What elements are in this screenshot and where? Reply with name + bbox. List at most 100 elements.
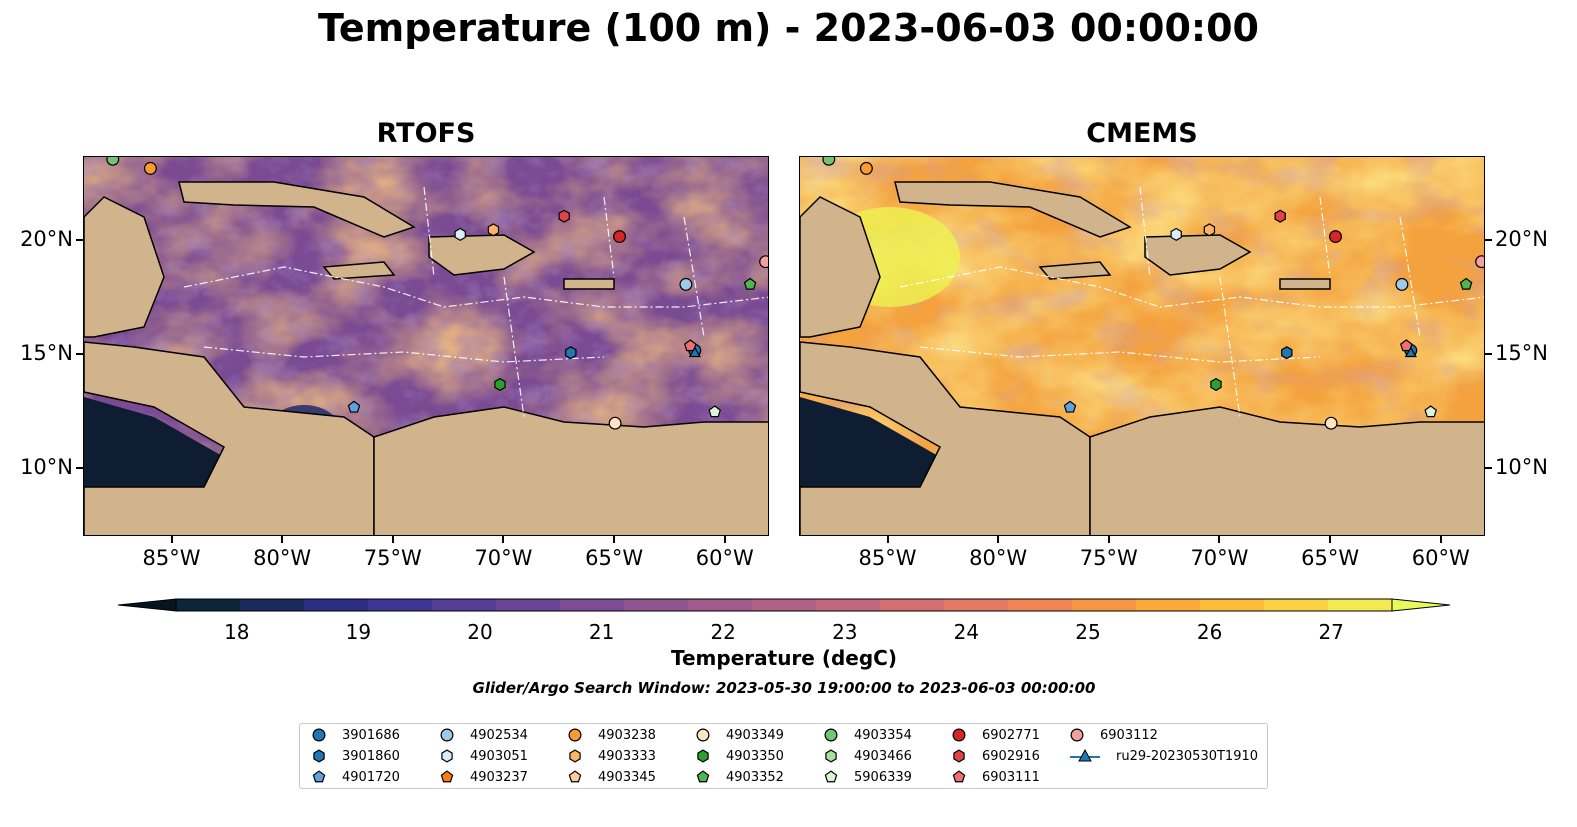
lat-tick-mark [76, 352, 83, 355]
map-cmems-svg [800, 157, 1484, 535]
legend-marker-icon [952, 728, 966, 742]
legend-marker-icon [696, 770, 710, 783]
float-marker-6902916 [1274, 209, 1286, 223]
legend-item-4903333: 4903333 [568, 746, 656, 766]
legend-item-4903345: 4903345 [568, 767, 656, 787]
legend-label: 6903112 [1100, 727, 1158, 743]
float-marker-6902916 [558, 209, 570, 223]
lon-tick-mark [1439, 536, 1442, 543]
legend-label: 6902771 [982, 727, 1040, 743]
legend-marker-icon [440, 728, 454, 742]
legend-item-3901686: 3901686 [312, 725, 400, 745]
legend-marker-icon [953, 749, 965, 763]
lon-tick-label-rtofs: 70°W [474, 546, 533, 570]
lat-tick-label-rtofs: 15°N [20, 340, 73, 365]
lon-tick-mark [170, 536, 173, 543]
legend-marker-icon [697, 749, 709, 763]
colorbar-segment [560, 599, 625, 611]
legend-item-4903354: 4903354 [824, 725, 912, 745]
legend-item-6902916: 6902916 [952, 746, 1040, 766]
legend-marker-icon [568, 728, 582, 742]
float-marker-6902771 [613, 230, 626, 244]
legend-item-4903349: 4903349 [696, 725, 784, 745]
float-marker-4903349 [1324, 416, 1338, 430]
float-marker-6902771 [1329, 230, 1342, 244]
lat-tick-label-rtofs: 10°N [20, 454, 73, 479]
lat-tick-label-cmems: 15°N [1495, 340, 1548, 365]
lon-tick-mark [502, 536, 505, 543]
legend-item-3901860: 3901860 [312, 746, 400, 766]
float-marker-6903111 [684, 339, 697, 352]
legend-item-4903466: 4903466 [824, 746, 912, 766]
map-cmems[interactable] [799, 156, 1485, 536]
legend-label: 4903466 [854, 748, 912, 764]
legend-marker-icon [441, 749, 453, 763]
colorbar-segment [432, 599, 497, 611]
colorbar-extend-low [118, 598, 177, 612]
colorbar-segment [624, 599, 689, 611]
legend-item-4903237: 4903237 [440, 767, 528, 787]
legend-marker-icon [313, 749, 325, 763]
float-marker-4903051 [454, 227, 466, 241]
legend-label: 4903051 [470, 748, 528, 764]
lon-tick-label-cmems: 65°W [1301, 546, 1360, 570]
float-marker-4903352 [743, 277, 757, 290]
colorbar-segment [368, 599, 433, 611]
float-marker-6903112 [1475, 255, 1484, 269]
float-marker-4901720 [1063, 400, 1077, 413]
lat-tick-label-cmems: 20°N [1495, 227, 1548, 252]
legend-label: 4903333 [598, 748, 656, 764]
float-marker-4903354 [822, 157, 836, 166]
legend-label: 4901720 [342, 769, 400, 785]
map-rtofs-svg [84, 157, 768, 535]
float-marker-3901860 [565, 346, 577, 360]
lon-tick-label-cmems: 60°W [1411, 546, 1470, 570]
lon-tick-label-cmems: 75°W [1079, 546, 1138, 570]
figure-title: Temperature (100 m) - 2023-06-03 00:00:0… [317, 6, 1259, 50]
legend-label: 4903237 [470, 769, 528, 785]
float-marker-4901720 [347, 400, 361, 413]
lon-tick-mark [1218, 536, 1221, 543]
lon-tick-label-rtofs: 85°W [142, 546, 201, 570]
legend-item-6902771: 6902771 [952, 725, 1040, 745]
lat-tick-label-cmems: 10°N [1495, 454, 1548, 479]
legend-label: 3901686 [342, 727, 400, 743]
lon-tick-mark [1107, 536, 1110, 543]
float-marker-3901860 [1281, 346, 1293, 360]
colorbar-segment [1264, 599, 1329, 611]
colorbar-tick-label: 26 [1196, 620, 1223, 644]
colorbar-outline [175, 598, 1393, 612]
legend-item-4902534: 4902534 [440, 725, 528, 745]
float-marker-4903354 [106, 157, 120, 166]
legend-marker-icon [312, 728, 326, 742]
legend-label: 6903111 [982, 769, 1040, 785]
map-rtofs[interactable] [83, 156, 769, 536]
lon-tick-mark [997, 536, 1000, 543]
colorbar-extend-high [1391, 598, 1450, 612]
lon-tick-mark [1329, 536, 1332, 543]
legend-label: 4903345 [598, 769, 656, 785]
float-markers-rtofs [106, 157, 768, 430]
colorbar-segment [816, 599, 881, 611]
colorbar-tick-label: 22 [710, 620, 736, 644]
legend-label: 4902534 [470, 727, 528, 743]
lon-tick-label-rtofs: 75°W [363, 546, 422, 570]
legend-label: 5906339 [854, 769, 912, 785]
lon-tick-label-cmems: 70°W [1190, 546, 1249, 570]
legend-label: 4903354 [854, 727, 912, 743]
legend: 3901686 3901860 4901720 4902534 4903051 49032… [299, 723, 1268, 789]
float-marker-6903111 [1400, 339, 1413, 352]
legend-item-6903111: 6903111 [952, 767, 1040, 787]
colorbar-tick-label: 20 [467, 620, 493, 644]
colorbar [118, 598, 1450, 612]
legend-marker-icon [824, 728, 838, 742]
legend-label: 4903350 [726, 748, 784, 764]
legend-item-4903350: 4903350 [696, 746, 784, 766]
lon-tick-label-cmems: 80°W [969, 546, 1028, 570]
colorbar-tick-label: 19 [345, 620, 372, 644]
legend-item-5906339: 5906339 [824, 767, 912, 787]
legend-marker-icon [952, 770, 966, 783]
legend-marker-icon [1070, 748, 1100, 762]
lat-tick-mark [1485, 466, 1492, 469]
legend-label: 4903238 [598, 727, 656, 743]
